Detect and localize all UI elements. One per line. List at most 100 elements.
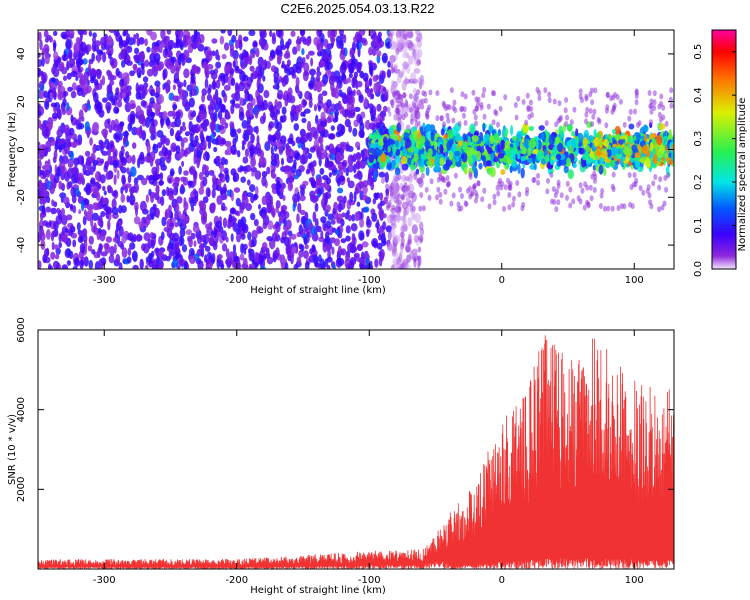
heatmap-cell bbox=[430, 131, 435, 142]
heatmap-cell bbox=[259, 266, 266, 269]
heatmap-cell bbox=[313, 83, 318, 92]
heatmap-cell bbox=[187, 235, 192, 243]
heatmap-cell bbox=[40, 84, 45, 91]
heatmap-cell bbox=[389, 55, 397, 63]
heatmap-cell bbox=[45, 169, 51, 178]
heatmap-cell bbox=[359, 257, 366, 265]
heatmap-cell bbox=[150, 239, 155, 249]
heatmap-cell bbox=[651, 137, 656, 145]
heatmap-cell bbox=[281, 76, 287, 87]
heatmap-cell bbox=[507, 204, 512, 211]
heatmap-cell bbox=[391, 82, 398, 92]
heatmap-cell bbox=[330, 34, 334, 42]
heatmap-cell bbox=[213, 111, 218, 122]
heatmap-cell bbox=[76, 222, 81, 231]
heatmap-cell bbox=[377, 31, 382, 38]
heatmap-cell bbox=[206, 50, 213, 62]
heatmap-cell bbox=[266, 236, 273, 242]
heatmap-cell bbox=[471, 89, 476, 96]
heatmap-cell bbox=[282, 224, 287, 231]
heatmap-cell bbox=[189, 197, 195, 208]
heatmap-cell bbox=[250, 195, 255, 204]
heatmap-cell bbox=[457, 120, 462, 127]
heatmap-cell bbox=[213, 227, 218, 239]
heatmap-cell bbox=[77, 117, 82, 125]
heatmap-cell bbox=[527, 147, 532, 157]
heatmap-cell bbox=[383, 136, 388, 145]
heatmap-cell bbox=[309, 68, 316, 76]
heatmap-cell bbox=[283, 216, 287, 227]
heatmap-cell bbox=[63, 143, 70, 155]
heatmap-cell bbox=[416, 89, 421, 96]
heatmap-cell bbox=[208, 84, 212, 92]
heatmap-cell bbox=[168, 177, 172, 183]
heatmap-cell bbox=[587, 158, 592, 165]
heatmap-cell bbox=[201, 88, 208, 96]
heatmap-cell bbox=[390, 227, 396, 238]
heatmap-cell bbox=[416, 33, 423, 42]
heatmap-cell bbox=[126, 167, 130, 175]
heatmap-cell bbox=[211, 188, 216, 199]
heatmap-cell bbox=[53, 150, 58, 160]
heatmap-cell bbox=[393, 113, 398, 121]
heatmap-cell bbox=[330, 125, 335, 131]
heatmap-cell bbox=[204, 245, 211, 252]
heatmap-cell bbox=[138, 84, 145, 92]
heatmap-cell bbox=[254, 170, 262, 180]
heatmap-cell bbox=[334, 229, 340, 235]
heatmap-cell bbox=[145, 215, 151, 226]
heatmap-cell bbox=[482, 122, 486, 133]
heatmap-cell bbox=[347, 214, 353, 222]
heatmap-cell bbox=[263, 90, 270, 99]
heatmap-cells bbox=[38, 30, 674, 269]
heatmap-cell bbox=[78, 109, 84, 120]
heatmap-cell bbox=[262, 242, 268, 250]
heatmap-cell bbox=[152, 203, 157, 210]
heatmap-cell bbox=[320, 111, 326, 121]
heatmap-cell bbox=[84, 121, 90, 132]
heatmap-cell bbox=[190, 112, 195, 118]
heatmap-cell bbox=[99, 174, 106, 184]
heatmap-cell bbox=[88, 235, 95, 245]
heatmap-cell bbox=[457, 140, 463, 147]
heatmap-cell bbox=[315, 75, 321, 82]
heatmap-cell bbox=[608, 144, 612, 150]
heatmap-cell bbox=[38, 179, 43, 189]
heatmap-cell bbox=[535, 86, 540, 93]
heatmap-cell bbox=[521, 146, 527, 155]
heatmap-cell bbox=[360, 37, 367, 43]
heatmap-cell bbox=[53, 42, 56, 53]
heatmap-cell bbox=[77, 155, 84, 165]
heatmap-cell bbox=[250, 157, 256, 168]
heatmap-cell bbox=[189, 167, 195, 174]
heatmap-cell bbox=[427, 194, 432, 201]
heatmap-cell bbox=[399, 245, 404, 255]
heatmap-cell bbox=[387, 242, 394, 252]
heatmap-cell bbox=[464, 166, 468, 175]
heatmap-cell bbox=[207, 251, 212, 259]
heatmap-cell bbox=[175, 66, 180, 76]
heatmap-cell bbox=[61, 54, 69, 62]
heatmap-cell bbox=[319, 143, 324, 151]
heatmap-cell bbox=[51, 66, 56, 75]
heatmap-cell bbox=[277, 89, 284, 100]
heatmap-cell bbox=[175, 111, 181, 118]
heatmap-cell bbox=[604, 122, 609, 129]
heatmap-cell bbox=[76, 88, 84, 96]
heatmap-cell bbox=[184, 131, 190, 137]
heatmap-cell bbox=[348, 72, 353, 79]
heatmap-cell bbox=[371, 238, 378, 248]
heatmap-cell bbox=[496, 190, 501, 197]
heatmap-cell bbox=[38, 260, 42, 269]
heatmap-cell bbox=[346, 209, 350, 215]
heatmap-cell bbox=[189, 128, 196, 136]
heatmap-cell bbox=[236, 128, 242, 134]
heatmap-cell bbox=[549, 159, 555, 166]
heatmap-cell bbox=[401, 155, 408, 165]
heatmap-cell bbox=[312, 211, 317, 223]
heatmap-cell bbox=[325, 106, 332, 115]
heatmap-cell bbox=[401, 102, 405, 109]
heatmap-cell bbox=[345, 167, 349, 177]
heatmap-cell bbox=[397, 70, 405, 78]
heatmap-cell bbox=[116, 222, 120, 232]
